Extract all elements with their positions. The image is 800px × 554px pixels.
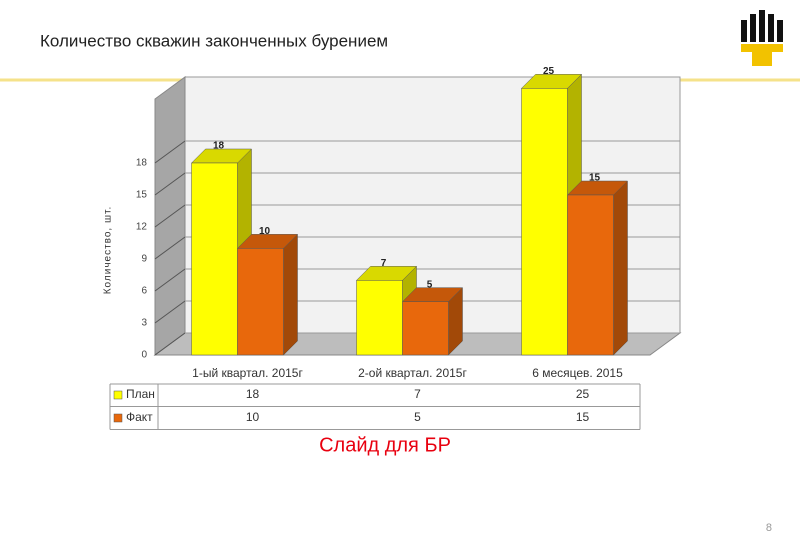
- data-label: 18: [213, 141, 225, 152]
- data-label: 25: [543, 66, 555, 77]
- table-cell: 7: [414, 387, 421, 401]
- bar: [356, 280, 403, 356]
- bar: [402, 301, 449, 356]
- y-tick-label: 18: [136, 158, 148, 169]
- x-tick-label: 1-ый квартал. 2015г: [192, 366, 303, 380]
- bar-side: [283, 233, 298, 356]
- slide-title: Количество скважин законченных бурением: [40, 31, 388, 50]
- bar: [237, 248, 284, 356]
- grid-line: [154, 140, 186, 164]
- caption: Слайд для БР: [319, 434, 451, 456]
- grid-line: [154, 332, 186, 356]
- bar: [191, 162, 238, 356]
- y-tick-label: 3: [141, 318, 147, 329]
- grid-line: [154, 172, 186, 196]
- table-cell: 15: [576, 410, 590, 424]
- data-label: 7: [381, 258, 387, 269]
- y-tick-label: 9: [141, 254, 147, 265]
- table-cell: 10: [246, 410, 260, 424]
- logo: [741, 10, 783, 66]
- x-tick-label: 6 месяцев. 2015: [532, 366, 623, 380]
- table-cell: 18: [246, 387, 260, 401]
- y-tick-label: 6: [141, 286, 147, 297]
- legend-swatch: [113, 413, 123, 423]
- bar: [521, 88, 568, 356]
- data-label: 15: [589, 173, 601, 184]
- y-tick-label: 12: [136, 222, 148, 233]
- bar: [567, 194, 614, 356]
- x-tick-label: 2-ой квартал. 2015г: [358, 366, 467, 380]
- grid-line: [154, 268, 186, 292]
- table-cell: 5: [414, 410, 421, 424]
- y-tick-label: 0: [141, 350, 147, 361]
- grid-line: [154, 204, 186, 228]
- legend-label: План: [126, 387, 155, 401]
- table-cell: 25: [576, 387, 590, 401]
- legend-swatch: [113, 390, 123, 400]
- page-number: 8: [766, 522, 772, 534]
- y-axis-label: Количество, шт.: [103, 206, 114, 295]
- bar-side: [613, 180, 628, 356]
- legend-label: Факт: [126, 410, 153, 424]
- y-tick-label: 15: [136, 190, 148, 201]
- data-label: 10: [259, 226, 271, 237]
- grid-line: [154, 300, 186, 324]
- grid-line: [154, 236, 186, 260]
- data-label: 5: [427, 279, 433, 290]
